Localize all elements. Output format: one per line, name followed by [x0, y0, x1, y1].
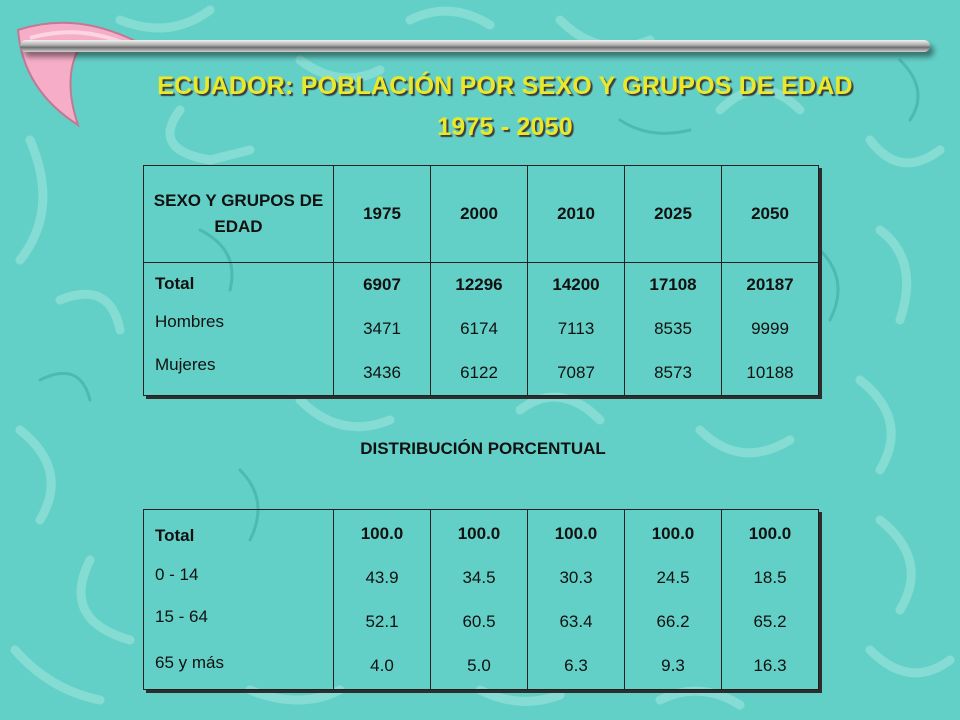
- cell-value: 20187: [746, 275, 794, 294]
- cell-value: 43.9: [365, 567, 399, 587]
- values-cell: 17108 8535 8573: [624, 262, 722, 396]
- row-label: 0 - 14: [155, 565, 199, 584]
- values-cell: 100.0 30.3 63.4 6.3: [527, 509, 625, 690]
- values-cell: 14200 7113 7087: [527, 262, 625, 396]
- values-cell: 100.0 18.5 65.2 16.3: [721, 509, 819, 690]
- population-table: SEXO Y GRUPOS DE EDAD 1975 2000 2010 202…: [143, 165, 819, 396]
- table-row: Total Hombres Mujeres 6907 3471 3436 122…: [143, 262, 819, 396]
- values-cell: 100.0 34.5 60.5 5.0: [430, 509, 528, 690]
- row-labels-cell: Total 0 - 14 15 - 64 65 y más: [143, 509, 334, 690]
- cell-value: 3436: [363, 363, 401, 382]
- cell-value: 100.0: [360, 523, 404, 543]
- cell-value: 9.3: [661, 655, 685, 675]
- slide-title: ECUADOR: POBLACIÓN POR SEXO Y GRUPOS DE …: [157, 72, 853, 100]
- header-year-cell: 2000: [430, 165, 528, 263]
- row-label: 15 - 64: [155, 607, 208, 626]
- cell-value: 100.0: [651, 523, 695, 543]
- cell-value: 6174: [460, 319, 498, 338]
- row-label: Total: [155, 274, 195, 293]
- slide-title-years: 1975 - 2050: [437, 113, 573, 141]
- boomerang-logo: [16, 21, 144, 128]
- percent-table: Total 0 - 14 15 - 64 65 y más 100.0 43.9…: [143, 509, 819, 690]
- cell-value: 8535: [654, 319, 692, 338]
- row-label: Hombres: [155, 312, 224, 331]
- values-cell: 100.0 43.9 52.1 4.0: [333, 509, 431, 690]
- cell-value: 34.5: [462, 567, 496, 587]
- cell-value: 52.1: [365, 611, 399, 631]
- header-label-cell: SEXO Y GRUPOS DE EDAD: [143, 165, 334, 263]
- cell-value: 18.5: [753, 567, 787, 587]
- cell-value: 8573: [654, 363, 692, 382]
- table-row: Total 0 - 14 15 - 64 65 y más 100.0 43.9…: [143, 509, 819, 690]
- cell-value: 3471: [363, 319, 401, 338]
- title-rule-bar: [20, 40, 930, 52]
- cell-value: 12296: [455, 275, 503, 294]
- cell-value: 7113: [557, 319, 595, 338]
- cell-value: 100.0: [457, 523, 501, 543]
- distribution-title: DISTRIBUCIÓN PORCENTUAL: [360, 439, 606, 458]
- cell-value: 4.0: [370, 655, 394, 675]
- cell-value: 30.3: [559, 567, 593, 587]
- cell-value: 16.3: [753, 655, 787, 675]
- header-year-cell: 1975: [333, 165, 431, 263]
- cell-value: 63.4: [559, 611, 593, 631]
- header-year-cell: 2050: [721, 165, 819, 263]
- row-label: Total: [155, 526, 195, 545]
- cell-value: 100.0: [748, 523, 792, 543]
- values-cell: 6907 3471 3436: [333, 262, 431, 396]
- cell-value: 24.5: [656, 567, 690, 587]
- row-label: 65 y más: [155, 653, 224, 672]
- cell-value: 100.0: [554, 523, 598, 543]
- header-year-cell: 2025: [624, 165, 722, 263]
- header-row: SEXO Y GRUPOS DE EDAD 1975 2000 2010 202…: [143, 165, 819, 263]
- cell-value: 6907: [363, 275, 401, 294]
- values-cell: 100.0 24.5 66.2 9.3: [624, 509, 722, 690]
- values-cell: 12296 6174 6122: [430, 262, 528, 396]
- cell-value: 17108: [649, 275, 697, 294]
- cell-value: 10188: [746, 363, 794, 382]
- cell-value: 66.2: [656, 611, 690, 631]
- cell-value: 14200: [552, 275, 600, 294]
- cell-value: 7087: [557, 363, 595, 382]
- cell-value: 9999: [751, 319, 789, 338]
- header-year-cell: 2010: [527, 165, 625, 263]
- row-labels-cell: Total Hombres Mujeres: [143, 262, 334, 396]
- cell-value: 60.5: [462, 611, 496, 631]
- values-cell: 20187 9999 10188: [721, 262, 819, 396]
- row-label: Mujeres: [155, 355, 216, 374]
- cell-value: 5.0: [467, 655, 491, 675]
- cell-value: 65.2: [753, 611, 787, 631]
- cell-value: 6122: [460, 363, 498, 382]
- cell-value: 6.3: [564, 655, 588, 675]
